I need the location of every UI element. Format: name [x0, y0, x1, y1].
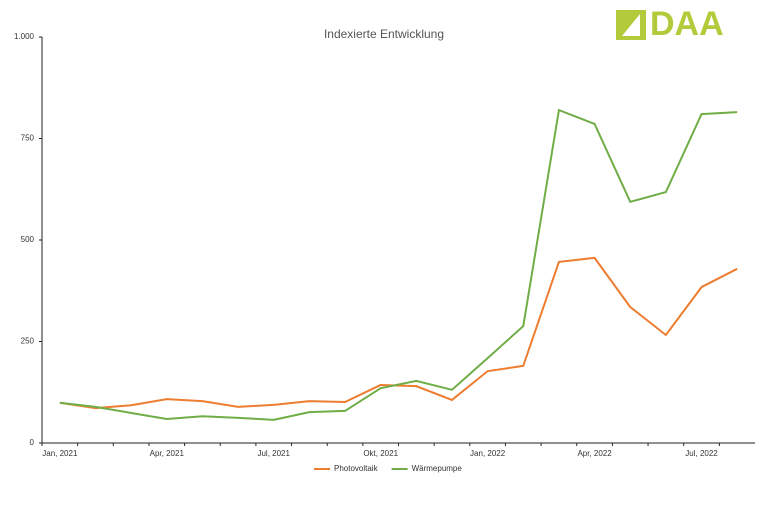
- x-tick-label: Okt, 2021: [363, 449, 398, 458]
- line-series: [59, 108, 738, 421]
- x-tick-label: Jul, 2021: [257, 449, 290, 458]
- y-tick-label: 250: [21, 337, 35, 346]
- y-tick-label: 1.000: [14, 32, 35, 41]
- y-tick-label: 0: [30, 438, 35, 447]
- logo-text: DAA: [650, 5, 724, 43]
- y-tick-label: 750: [21, 134, 35, 143]
- chart-title: Indexierte Entwicklung: [324, 27, 444, 41]
- x-tick-label: Jan, 2022: [470, 449, 506, 458]
- legend-label: Photovoltaik: [334, 464, 379, 473]
- y-tick-label: 500: [21, 235, 35, 244]
- x-tick-label: Jul, 2022: [685, 449, 718, 458]
- logo-mark-inner: [622, 14, 640, 36]
- x-tick-label: Apr, 2022: [577, 449, 612, 458]
- logo: DAA: [616, 5, 724, 43]
- legend-label: Wärmepumpe: [412, 464, 463, 473]
- x-tick-label: Apr, 2021: [150, 449, 185, 458]
- x-tick-label: Jan, 2021: [42, 449, 78, 458]
